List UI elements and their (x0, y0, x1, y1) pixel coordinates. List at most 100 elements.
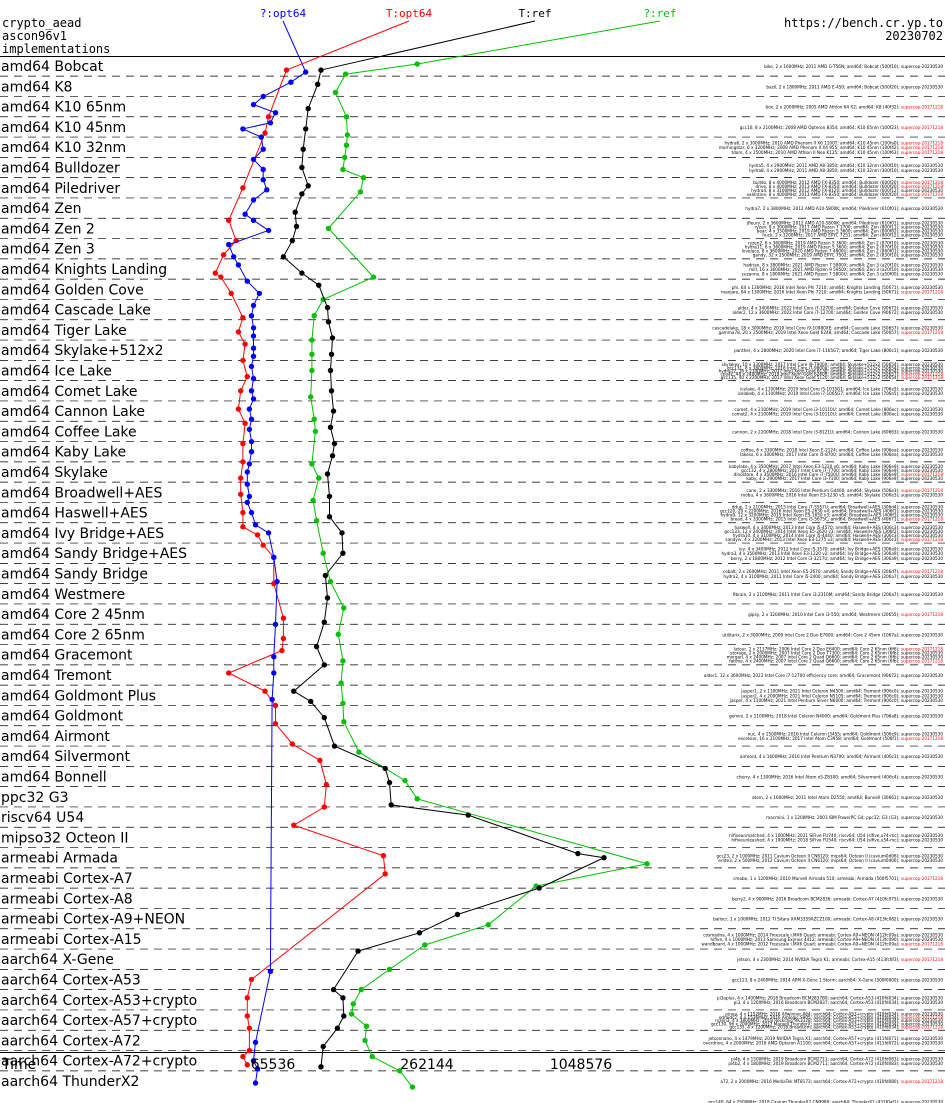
data-point (369, 1053, 375, 1060)
data-point (299, 164, 305, 171)
data-point (326, 514, 333, 520)
data-point (250, 1058, 257, 1064)
data-point (325, 319, 332, 325)
data-point (360, 175, 367, 181)
machine-description: cezanne, 8 x 1800MHz; 2021 AMD Ryzen 7 5… (742, 272, 944, 277)
machine-description: pi4b2, 4 x 1800MHz; 2019 Broadcom BCM271… (728, 1061, 943, 1066)
data-point (305, 105, 311, 112)
machine-description: comet2, 4 x 2100MHz; 2019 Intel Core i3-… (732, 411, 944, 416)
data-point (252, 522, 259, 528)
machine-description: haswell, 4 x 3400MHz; 2013 Intel Core i5… (734, 525, 943, 530)
machine-description: hydra5, 4 x 2900MHz; 2011 AMD A8-3850; a… (749, 163, 943, 168)
machine-description: hifiveunmatched, 4 x 1000MHz; 2021 SiFiv… (729, 833, 943, 838)
data-point (340, 166, 346, 173)
category-label: amd64 Ice Lake (1, 364, 112, 380)
machine-description: pi3aplus, 4 x 1400MHz; 2018 Broadcom BCM… (717, 996, 943, 1001)
machine-description: lovelace, 8 x 3600MHz; 2020 AMD Ryzen 7 … (742, 249, 944, 254)
machine-description: hifiveunleashed, 4 x 1000MHz; 2018 SiFiv… (731, 838, 943, 843)
data-point (244, 278, 250, 284)
data-point (240, 126, 246, 132)
machine-description: gcc120, 20 x 2200MHz; 2016 Intel Xeon E5… (720, 509, 943, 514)
data-point (324, 471, 331, 477)
machine-description: macmini, 1 x 1200MHz; 2003 IBM PowerPC G… (766, 815, 943, 820)
data-point (313, 518, 320, 524)
category-label: amd64 Broadwell+AES (1, 485, 162, 501)
machine-description: cmobo, 1 x 1200MHz; 2010 Marvell Armada … (733, 876, 943, 881)
data-point (422, 942, 428, 948)
machine-description: gcc10, 8 x 2100MHz; 2008 AMD Opteron 835… (740, 125, 944, 130)
category-label: amd64 Cascade Lake (1, 303, 151, 319)
category-label: amd64 Comet Lake (1, 384, 138, 400)
category-label: amd64 Westmere (1, 587, 125, 603)
legend-label: ?:ref (643, 7, 676, 20)
category-label: riscv64 U54 (1, 810, 84, 826)
header-site-url[interactable]: https://bench.cr.yp.to (784, 16, 943, 30)
category-label: amd64 K10 45nm (1, 120, 126, 136)
data-point (238, 388, 244, 394)
machine-description: alder, 4 x 3400MHz; 2022 Intel Core i7-1… (738, 305, 944, 310)
machine-description: cherry, 4 x 1300MHz; 2016 Intel Atom x5-… (737, 775, 944, 780)
data-point (291, 822, 297, 828)
data-point (250, 345, 257, 351)
data-point (244, 499, 250, 506)
data-point (340, 658, 346, 664)
data-point (235, 262, 242, 268)
data-point (331, 440, 338, 447)
data-point (250, 101, 257, 108)
data-point (382, 871, 388, 877)
series-line (228, 71, 306, 1084)
machine-description: cobalt, 2 x 2600MHz; 2011 Intel Xeon E5-… (723, 569, 943, 574)
category-label: amd64 Goldmont Plus (1, 688, 156, 704)
data-point (262, 130, 268, 136)
machine-description: jetson, 4 x 2300MHz; 2014 NVIDIA Tegra K… (736, 957, 943, 962)
machine-description: nuc, 4 x 1500MHz; 2016 Intel Celeron J34… (748, 732, 944, 737)
machine-description: gcc113, 8 x 2400MHz; 2014 APM X-Gene 1 S… (732, 978, 943, 983)
data-point (246, 406, 253, 412)
machine-description: bazil, 2 x 1800MHz; 2011 AMD E-450; amd6… (766, 84, 943, 89)
machine-description: hydra10, 4 x 3100MHz; 2014 Intel Core i5… (733, 533, 944, 538)
data-point (324, 595, 331, 601)
data-point (254, 1066, 261, 1072)
data-point (329, 335, 336, 341)
data-point (465, 812, 471, 818)
data-point (305, 183, 311, 189)
header-implementation: ascon96v1 (2, 29, 68, 43)
x-axis-label: Time (1, 1057, 36, 1073)
machine-description: gcc130, 96 x 2000MHz; 2017 Marvell Thund… (711, 1021, 943, 1026)
data-point (320, 550, 326, 556)
data-point (328, 388, 335, 394)
data-point (256, 290, 263, 297)
data-point (250, 197, 257, 203)
data-point (248, 363, 255, 370)
machine-description: manjaro, 64 x 1300MHz; 2016 Intel Xeon P… (721, 290, 943, 295)
machine-description: coffee, 6 x 3300MHz; 2018 Intel Xeon E-2… (741, 447, 944, 452)
machine-description: cosmadna, 4 x 1000MHz; 2014 Freescale i.… (703, 932, 943, 937)
data-point (363, 1023, 370, 1029)
machine-description: hydra12, 16 x 2100MHz; 2017 Intel Xeon G… (719, 369, 944, 374)
category-label: armeabi Cortex-A8 (1, 891, 133, 907)
data-point (300, 146, 306, 152)
data-point (272, 621, 279, 627)
data-point (362, 1037, 368, 1044)
data-point (292, 209, 298, 215)
category-label: aarch64 Cortex-A72+crypto (1, 1054, 197, 1070)
series-line (214, 69, 386, 1066)
legend-connector (286, 20, 410, 71)
data-point (330, 986, 337, 993)
data-point (308, 394, 314, 400)
data-point (299, 270, 305, 276)
data-point (226, 241, 232, 248)
machine-description: gandy, 32 x 2500MHz; 2019 AMD EPYC 7502;… (753, 253, 944, 258)
machine-description: pinea, 4 x 1152MHz; 2016 Allwinner A64; … (725, 1012, 943, 1017)
data-point (315, 81, 321, 88)
category-label: aarch64 Cortex-A72 (1, 1033, 141, 1049)
data-point (388, 802, 394, 808)
category-label: amd64 Zen (1, 201, 81, 217)
machine-description: utilitarix, 2 x 3000MHz; 2009 Intel Core… (722, 632, 943, 637)
data-point (356, 749, 362, 755)
machine-description: hydra2, 4 x 3100MHz; 2011 Intel Core i5-… (723, 574, 943, 579)
data-point (250, 375, 257, 382)
data-point (309, 337, 315, 343)
data-point (339, 530, 345, 536)
machine-description: cascadelake, 18 x 3000MHz; 2019 Intel Co… (712, 326, 943, 331)
